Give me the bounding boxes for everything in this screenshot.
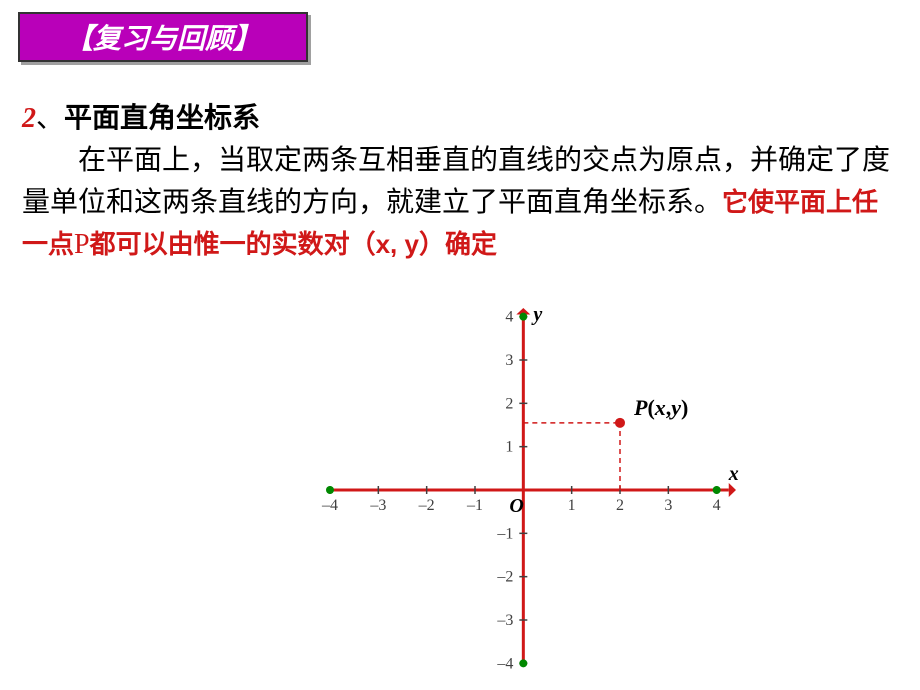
svg-text:x: x	[728, 463, 739, 485]
svg-text:3: 3	[664, 497, 672, 514]
svg-text:–3: –3	[496, 612, 513, 629]
emphasis-b: 都可以由惟一的实数对（x, y）确定	[90, 229, 497, 259]
svg-text:–3: –3	[369, 497, 386, 514]
chart-svg: –4–3–2–11234–4–3–2–11234xyOP(x,y)	[318, 300, 748, 680]
svg-text:–4: –4	[321, 497, 338, 514]
header-review-box: 【复习与回顾】	[18, 12, 308, 62]
svg-text:–2: –2	[496, 569, 513, 586]
svg-text:–2: –2	[418, 497, 435, 514]
header-label: 【复习与回顾】	[65, 17, 261, 57]
content-block: 2、平面直角坐标系 在平面上，当取定两条互相垂直的直线的交点为原点，并确定了度量…	[22, 98, 898, 266]
svg-text:4: 4	[505, 309, 513, 326]
svg-text:–1: –1	[496, 525, 513, 542]
section-title: 平面直角坐标系	[64, 103, 260, 134]
svg-text:1: 1	[505, 439, 513, 456]
svg-text:3: 3	[505, 352, 513, 369]
svg-text:2: 2	[616, 497, 624, 514]
svg-text:2: 2	[505, 395, 513, 412]
section-sep: 、	[36, 103, 64, 134]
cartesian-chart: –4–3–2–11234–4–3–2–11234xyOP(x,y)	[318, 300, 748, 680]
svg-text:O: O	[509, 495, 523, 517]
svg-text:4: 4	[713, 497, 721, 514]
emphasis-p: P	[74, 229, 90, 260]
svg-text:1: 1	[568, 497, 576, 514]
section-number: 2	[22, 103, 36, 134]
svg-text:y: y	[531, 304, 542, 326]
svg-text:–4: –4	[496, 655, 513, 672]
svg-text:–1: –1	[466, 497, 483, 514]
svg-text:P(x,y): P(x,y)	[633, 395, 688, 420]
